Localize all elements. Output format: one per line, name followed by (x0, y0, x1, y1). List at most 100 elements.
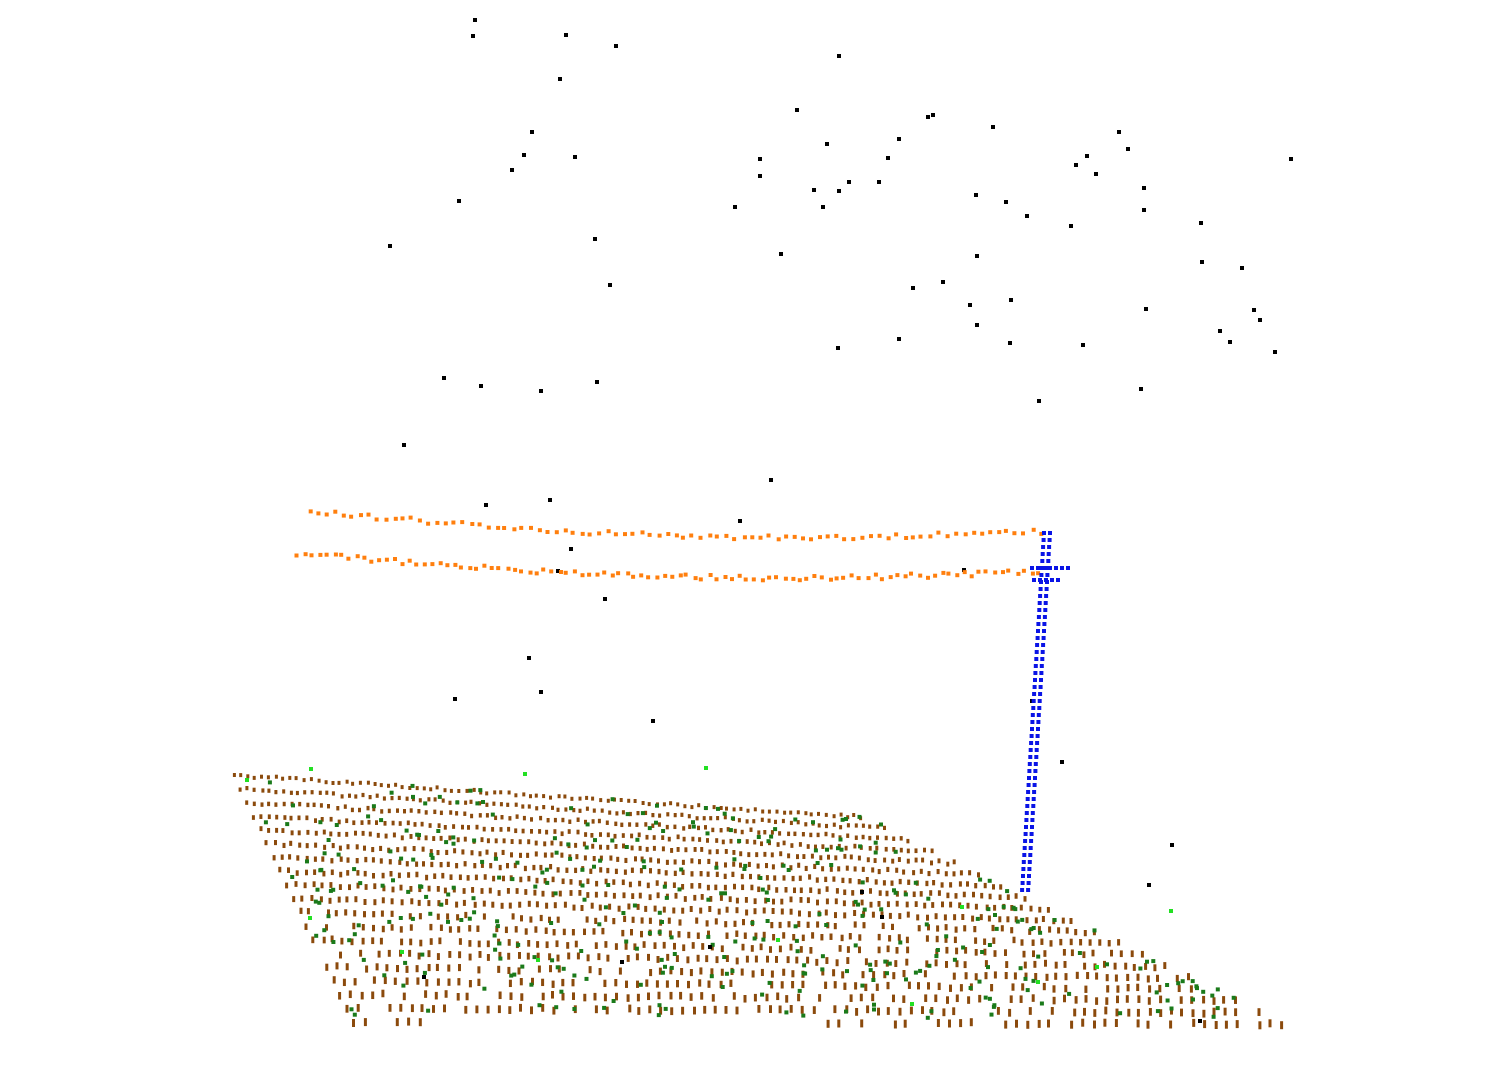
ground-point (713, 1005, 717, 1014)
wire-conductor-point (841, 575, 846, 580)
high-vegetation-point (309, 767, 313, 771)
low-vegetation-point (610, 838, 615, 843)
ground-point (893, 1020, 897, 1029)
ground-point (892, 972, 896, 980)
unclassified-point (836, 346, 840, 350)
transmission-tower-point (1036, 615, 1041, 619)
low-vegetation-point (784, 1010, 789, 1015)
ground-point (809, 832, 813, 838)
wire-conductor-point (894, 532, 899, 537)
ground-point (739, 851, 743, 857)
ground-point (586, 954, 590, 962)
ground-point (866, 857, 870, 863)
ground-point (583, 928, 586, 936)
ground-point (842, 900, 846, 907)
transmission-tower-point (1037, 706, 1042, 710)
transmission-tower-point (1038, 587, 1043, 591)
transmission-tower-point (1047, 545, 1052, 549)
ground-point (346, 857, 350, 863)
ground-point (712, 805, 716, 810)
ground-point (767, 818, 771, 823)
low-vegetation-point (654, 820, 658, 825)
ground-point (429, 849, 433, 855)
ground-point (486, 838, 490, 844)
ground-point (763, 830, 767, 835)
transmission-tower-point (1034, 650, 1039, 654)
ground-point (833, 1005, 837, 1014)
ground-point (658, 967, 662, 975)
low-vegetation-point (366, 814, 371, 819)
ground-point (428, 823, 432, 828)
low-vegetation-point (326, 838, 331, 842)
ground-point (809, 887, 813, 893)
ground-point (331, 781, 335, 785)
ground-point (935, 948, 939, 956)
low-vegetation-point (638, 982, 643, 987)
ground-point (519, 852, 522, 858)
low-vegetation-point (347, 938, 352, 943)
ground-point (936, 925, 940, 932)
low-vegetation-point (760, 887, 765, 892)
ground-point (274, 790, 278, 795)
ground-point (1088, 939, 1092, 946)
unclassified-point (556, 569, 560, 573)
ground-point (789, 908, 793, 915)
ground-point (740, 829, 744, 835)
ground-point (621, 929, 625, 937)
ground-point (719, 806, 723, 810)
low-vegetation-point (1194, 984, 1199, 989)
low-vegetation-point (495, 919, 500, 924)
low-vegetation-point (898, 940, 903, 945)
unclassified-point (388, 244, 392, 248)
ground-point (331, 791, 335, 796)
ground-point (1025, 917, 1029, 924)
ground-point (705, 920, 709, 927)
unclassified-point (1147, 883, 1151, 887)
ground-point (272, 855, 276, 861)
low-vegetation-points (263, 780, 1236, 1020)
ground-point (359, 949, 363, 957)
ground-point (761, 809, 765, 814)
low-vegetation-point (879, 907, 884, 912)
ground-point (1082, 951, 1086, 959)
low-vegetation-point (520, 964, 525, 969)
ground-point (432, 836, 436, 841)
unclassified-point (548, 498, 552, 502)
ground-point (300, 895, 304, 902)
low-vegetation-point (825, 847, 829, 852)
transmission-tower-point (1034, 755, 1039, 759)
ground-point (411, 797, 415, 802)
ground-point (430, 861, 434, 868)
unclassified-point (991, 125, 995, 129)
low-vegetation-point (361, 957, 366, 962)
ground-point (954, 893, 958, 899)
ground-point (449, 810, 453, 815)
unclassified-point (860, 890, 864, 894)
ground-point (541, 992, 545, 1001)
low-vegetation-point (968, 986, 973, 990)
ground-point (888, 912, 892, 919)
wire-conductor-point (856, 576, 861, 581)
low-vegetation-point (314, 933, 319, 938)
ground-point (625, 980, 628, 988)
ground-point (392, 832, 396, 838)
transmission-tower-point (1027, 874, 1031, 878)
ground-point (949, 882, 953, 888)
ground-point (627, 798, 631, 803)
ground-point (521, 804, 525, 809)
ground-point (1008, 1008, 1012, 1017)
ground-point (288, 775, 292, 780)
ground-point (556, 954, 560, 962)
low-vegetation-point (624, 845, 629, 849)
ground-point (591, 843, 595, 849)
ground-point (1110, 949, 1113, 957)
ground-point (322, 870, 326, 877)
ground-point (388, 859, 392, 865)
low-vegetation-point (716, 806, 720, 811)
low-vegetation-point (580, 883, 585, 888)
transmission-tower-point (1032, 578, 1036, 582)
low-vegetation-point (290, 875, 295, 879)
transmission-tower-point (1050, 578, 1054, 582)
